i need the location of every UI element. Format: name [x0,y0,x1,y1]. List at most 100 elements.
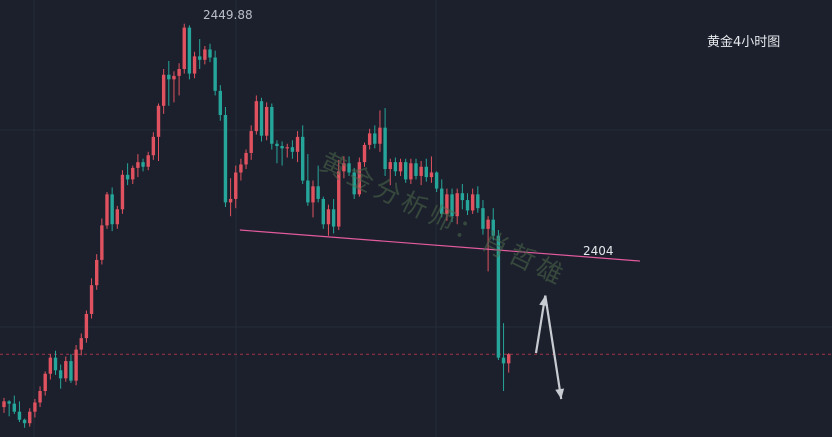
candle-body [7,401,11,404]
candle-body [347,163,351,173]
candle-body [100,225,104,260]
candle-body [383,127,387,170]
candle-body [419,166,423,176]
candle-body [43,373,47,391]
level-price-label: 2404 [583,244,614,258]
candle-body [501,357,506,364]
candle-body [357,162,362,195]
candle-body [326,209,331,225]
candle-body [28,411,32,424]
candle-body [270,106,274,144]
candle-body [228,198,233,203]
candle-body [362,144,367,163]
candle-body [342,163,346,172]
candle-body [455,193,459,217]
candle-body [378,127,382,144]
candle-body [187,27,192,74]
candle-body [105,194,109,226]
candle-body [182,27,186,70]
candle-body [465,200,470,211]
candle-body [146,155,150,167]
candle-body [244,152,248,165]
candle-body [115,209,119,225]
candle-body [476,194,480,209]
candle-body [213,57,217,91]
candle-body [218,90,222,115]
candle-body [95,259,99,286]
candle-body [295,136,300,152]
candle-body [2,401,6,408]
candle-body [445,194,449,214]
forecast-arrows [534,295,565,400]
candle-body [141,162,145,167]
candle-body [64,361,68,379]
watermark: 黄金分析师：肖哲雄 [315,147,571,292]
candle-body [69,361,73,381]
candle-body [12,403,16,412]
neckline-trendline [239,229,641,262]
candle-body [306,180,310,203]
candle-body [290,147,295,152]
candle-body [398,162,403,172]
candle-body [89,285,94,314]
candle-body [161,74,166,106]
candle-body [110,194,114,225]
candle-body [156,105,161,137]
candle-body [208,49,212,58]
candle-body [192,56,197,74]
candle-body [434,172,439,189]
candle-body [17,411,22,420]
candle-body [53,357,58,371]
candle-body [486,219,490,229]
candle-body [321,198,325,225]
candle-body [22,419,27,424]
candle-body [481,208,485,229]
candle-body [74,349,78,381]
candle-body [367,133,372,145]
candle-body [424,166,428,178]
candle-body [223,115,228,203]
candle-body [507,354,511,364]
forecast-arrow-shaft [544,295,563,400]
candle-body [280,146,284,149]
candle-body [352,172,356,195]
candle-body [440,188,444,214]
candle-body [48,357,53,374]
trendline [239,229,641,262]
high-price-label: 2449.88 [203,8,253,22]
candle-body [450,194,454,217]
candle-body [275,143,279,147]
forecast-arrow-head [555,388,565,400]
candle-body [470,194,475,211]
candle-body [172,75,176,80]
candle-body [311,186,315,203]
candle-body [120,174,125,210]
candle-body [264,106,269,136]
candle-body [203,49,207,60]
candle-body [404,162,408,180]
candle-body [125,174,130,180]
candle-body [429,172,434,178]
candle-body [373,133,377,144]
candle-body [151,136,156,156]
candle-body [460,193,465,201]
candle-body [177,69,181,76]
candle-body [331,209,336,227]
candle-body [491,219,495,236]
candle-body [131,167,135,180]
chart-title: 黄金4小时图 [707,34,780,50]
candles [2,23,511,428]
candle-body [393,162,398,172]
candle-body [496,235,501,358]
candle-body [337,171,341,227]
candle-body [38,391,42,403]
candle-body [239,164,243,173]
candle-body [33,402,37,412]
candle-body [58,370,63,379]
candle-body [285,147,289,149]
candle-body [79,338,83,350]
candle-body [316,186,320,199]
